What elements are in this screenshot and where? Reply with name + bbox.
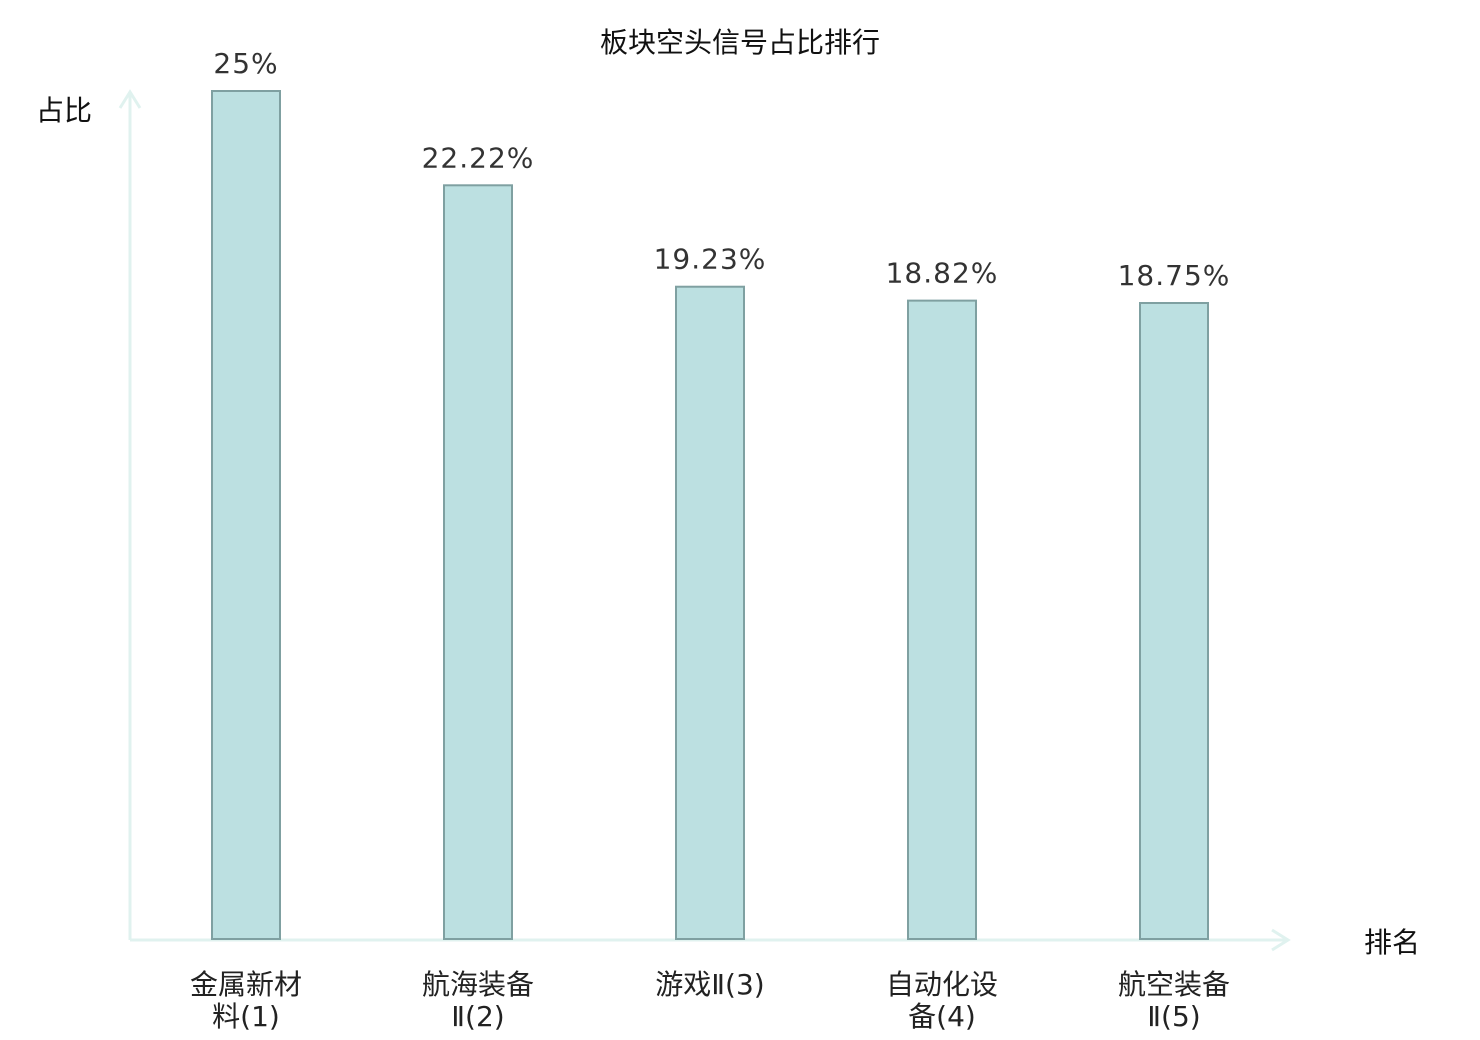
bars-group — [211, 90, 1209, 941]
bar — [211, 90, 281, 940]
bar — [675, 285, 745, 941]
category-label: 航海装备 — [422, 968, 534, 1001]
category-label: 金属新材 — [190, 968, 302, 1001]
bar — [1139, 302, 1209, 940]
value-label: 18.75% — [1118, 259, 1231, 292]
category-label: 自动化设 — [886, 968, 998, 1001]
category-label: 备(4) — [908, 1000, 976, 1033]
category-label: 料(1) — [212, 1000, 280, 1033]
x-axis-arrow — [1271, 928, 1291, 952]
category-label: 游戏Ⅱ(3) — [655, 968, 764, 1001]
category-label: 航空装备 — [1118, 968, 1230, 1001]
y-axis-label: 占比 — [36, 94, 92, 127]
bar — [443, 184, 513, 940]
chart-title: 板块空头信号占比排行 — [600, 26, 880, 59]
category-label: Ⅱ(5) — [1147, 1000, 1200, 1033]
category-label: Ⅱ(2) — [451, 1000, 504, 1033]
value-labels-group: 25% 22.22% 19.23% 18.82% 18.75% — [213, 47, 1231, 292]
value-label: 22.22% — [422, 141, 535, 174]
y-axis-arrow — [118, 89, 142, 109]
x-axis-label: 排名 — [1364, 926, 1420, 959]
bar — [907, 299, 977, 940]
value-label: 25% — [213, 47, 278, 80]
value-label: 19.23% — [654, 243, 767, 276]
value-label: 18.82% — [886, 257, 999, 290]
